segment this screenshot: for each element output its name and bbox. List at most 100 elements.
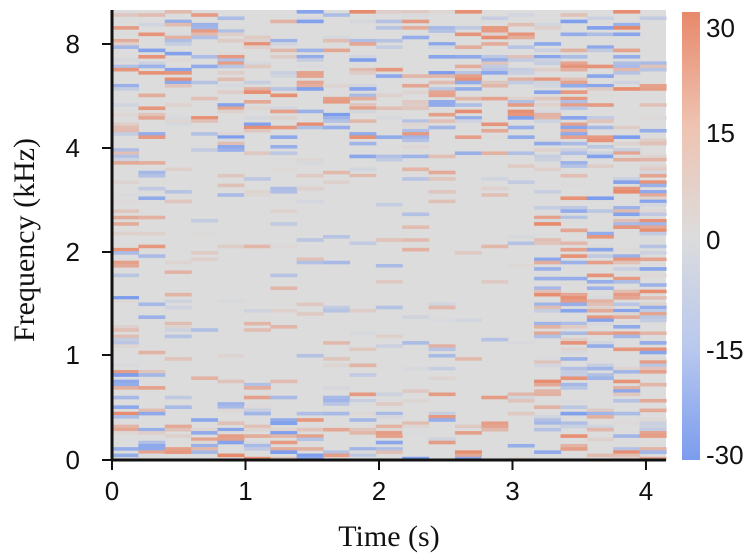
heatmap-cell — [112, 13, 139, 17]
heatmap-cell — [586, 424, 614, 429]
heatmap-cell — [375, 106, 403, 111]
heatmap-cell — [534, 357, 562, 361]
heatmap-cell — [534, 90, 562, 94]
heatmap-cell — [112, 337, 139, 342]
heatmap-cell — [164, 292, 192, 297]
heatmap-cell — [402, 389, 430, 393]
heatmap-cell — [586, 247, 614, 252]
heatmap-cell — [112, 379, 139, 384]
heatmap-cell — [402, 238, 430, 242]
heatmap-cell — [534, 379, 562, 384]
heatmap-cell — [112, 363, 139, 368]
heatmap-cell — [613, 308, 641, 313]
heatmap-cell — [534, 119, 562, 123]
heatmap-cell — [402, 135, 430, 139]
heatmap-cell — [560, 100, 588, 104]
heatmap-cell — [243, 321, 271, 326]
heatmap-cell — [639, 116, 667, 120]
heatmap-cell — [164, 305, 192, 310]
heatmap-cell — [639, 296, 667, 300]
heatmap-cell — [534, 116, 562, 120]
heatmap-cell — [191, 148, 219, 152]
heatmap-cell — [217, 103, 245, 107]
heatmap-cell — [323, 112, 351, 117]
heatmap-cell — [586, 315, 614, 319]
heatmap-cell — [402, 125, 430, 130]
heatmap-cell — [191, 218, 219, 223]
heatmap-cell — [349, 431, 377, 435]
heatmap-cell — [217, 405, 245, 409]
heatmap-cell — [191, 132, 219, 136]
heatmap-cell — [349, 42, 377, 46]
heatmap-cell — [428, 10, 456, 14]
heatmap-cell — [560, 132, 588, 136]
heatmap-cell — [243, 128, 271, 133]
heatmap-cell — [349, 93, 377, 98]
heatmap-cell — [296, 83, 324, 88]
heatmap-cell — [613, 87, 641, 91]
heatmap-cell — [613, 289, 641, 294]
heatmap-cell — [112, 344, 139, 348]
heatmap-cell — [296, 64, 324, 69]
heatmap-cell — [375, 263, 403, 268]
heatmap-cell — [375, 402, 403, 406]
heatmap-cell — [270, 190, 298, 194]
heatmap-cell — [191, 440, 219, 445]
heatmap-cell — [613, 334, 641, 339]
heatmap-cell — [323, 453, 351, 458]
heatmap-cell — [586, 45, 614, 49]
heatmap-cell — [507, 398, 535, 403]
heatmap-cell — [243, 427, 271, 432]
heatmap-cell — [507, 13, 535, 17]
heatmap-cell — [534, 392, 562, 397]
heatmap-cell — [534, 260, 562, 265]
heatmap-cell — [507, 235, 535, 239]
heatmap-cell — [534, 257, 562, 262]
heatmap-cell — [534, 415, 562, 419]
heatmap-cell — [243, 122, 271, 127]
heatmap-cell — [270, 93, 298, 98]
heatmap-cell — [349, 167, 377, 172]
heatmap-cell — [639, 370, 667, 374]
heatmap-cell — [586, 408, 614, 413]
heatmap-cell — [534, 112, 562, 117]
heatmap-cell — [507, 392, 535, 397]
heatmap-cell — [270, 450, 298, 454]
heatmap-cell — [534, 289, 562, 294]
heatmap-cell — [507, 125, 535, 130]
heatmap-cell — [243, 328, 271, 332]
heatmap-cell — [243, 308, 271, 313]
heatmap-cell — [191, 257, 219, 262]
heatmap-cell — [560, 32, 588, 37]
heatmap-cell — [560, 77, 588, 82]
heatmap-cell — [349, 177, 377, 181]
x-tick-label: 1 — [238, 476, 252, 506]
heatmap-cell — [586, 145, 614, 149]
heatmap-cell — [164, 167, 192, 172]
heatmap-cell — [402, 154, 430, 159]
heatmap-cell — [402, 103, 430, 107]
heatmap-cell — [349, 58, 377, 62]
heatmap-cell — [270, 151, 298, 156]
heatmap-cell — [534, 157, 562, 162]
heatmap-cell — [586, 318, 614, 323]
heatmap-cell — [349, 119, 377, 123]
heatmap-cell — [586, 308, 614, 313]
heatmap-cell — [481, 32, 509, 37]
heatmap-cell — [270, 55, 298, 59]
heatmap-cell — [243, 193, 271, 197]
heatmap-cell — [270, 186, 298, 191]
heatmap-cell — [296, 302, 324, 307]
heatmap-cell — [375, 440, 403, 445]
heatmap-cell — [613, 257, 641, 262]
heatmap-cell — [217, 453, 245, 458]
heatmap-cell — [138, 61, 166, 66]
heatmap-cell — [270, 427, 298, 432]
heatmap-cell — [534, 138, 562, 143]
heatmap-cell — [428, 318, 456, 323]
heatmap-cell — [323, 308, 351, 313]
heatmap-cell — [560, 196, 588, 201]
heatmap-cell — [481, 280, 509, 284]
heatmap-cell — [481, 427, 509, 432]
heatmap-cell — [534, 148, 562, 152]
